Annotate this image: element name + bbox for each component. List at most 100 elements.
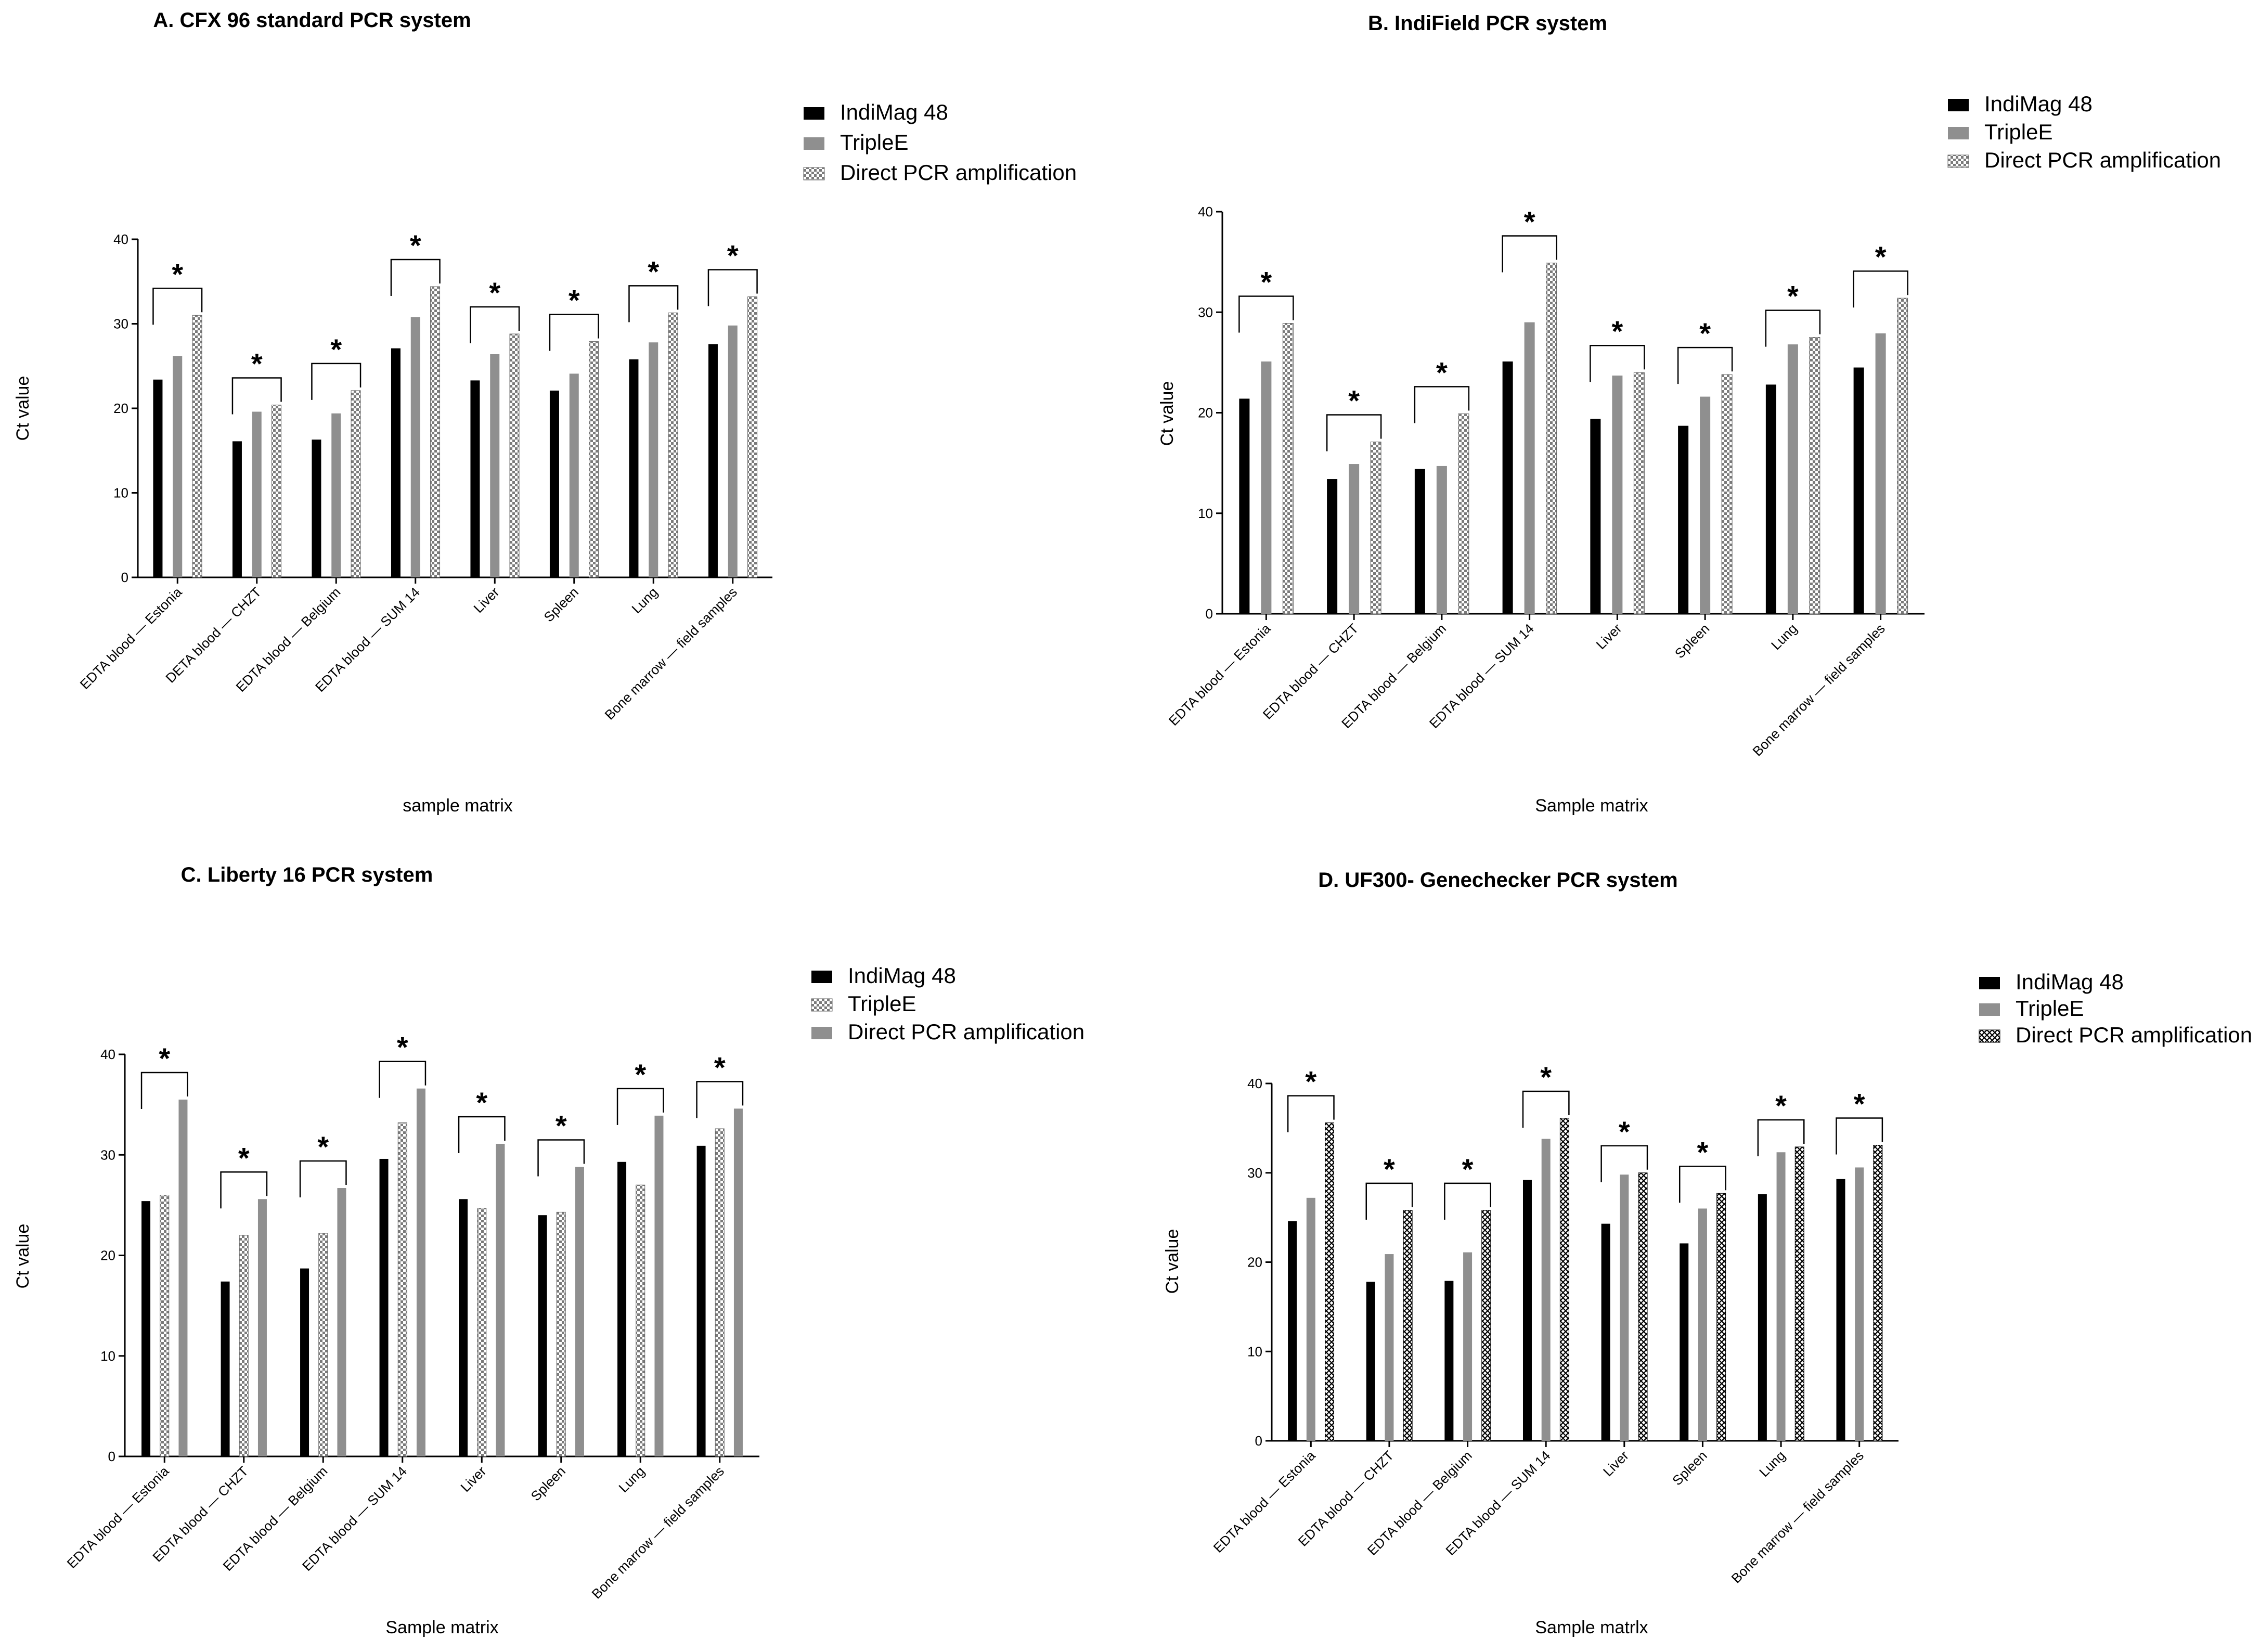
legend-label: TripleE xyxy=(840,130,908,154)
significance-bracket xyxy=(537,1139,585,1177)
bar xyxy=(1721,374,1733,614)
significance-bracket xyxy=(152,288,203,325)
significance-bracket xyxy=(299,1160,347,1198)
bar xyxy=(1463,1252,1473,1441)
y-tick-label: 40 xyxy=(1198,204,1213,220)
bar xyxy=(1765,384,1776,614)
bar xyxy=(617,1161,627,1456)
bar xyxy=(575,1167,584,1456)
bar xyxy=(747,296,758,578)
significance-bracket xyxy=(1444,1182,1492,1220)
bar xyxy=(239,1235,249,1457)
bar xyxy=(379,1158,389,1456)
significance-bracket xyxy=(1853,270,1908,308)
significance-star: * xyxy=(1348,384,1360,417)
legend-swatch xyxy=(811,998,833,1012)
bar xyxy=(509,333,520,578)
bar xyxy=(1716,1193,1726,1441)
x-tick-label: Bone marrow — field samples xyxy=(1728,1448,1866,1586)
bar xyxy=(1546,263,1557,614)
legend-swatch xyxy=(804,137,824,150)
bar xyxy=(728,325,738,577)
x-tick-label: Spleen xyxy=(528,1463,569,1504)
bar xyxy=(257,1199,267,1456)
chart-panel-c: C. Liberty 16 PCR system 0 10 20 30 40 Ct valu… xyxy=(13,863,1084,1637)
bar xyxy=(715,1128,725,1457)
y-axis-title: Ct value xyxy=(1163,1229,1182,1294)
bar xyxy=(1853,367,1864,614)
bar xyxy=(1612,375,1623,614)
significance-bracket xyxy=(1836,1117,1883,1155)
significance-star: * xyxy=(159,1042,170,1075)
y-tick-label: 20 xyxy=(113,401,128,416)
chart-title: D. UF300- Genechecker PCR system xyxy=(1318,869,1677,892)
legend-swatch xyxy=(811,971,832,983)
significance-bracket xyxy=(458,1116,506,1153)
bar xyxy=(1436,466,1447,614)
bar xyxy=(654,1115,664,1456)
bar xyxy=(1680,1243,1689,1441)
bar xyxy=(1414,469,1425,614)
significance-star: * xyxy=(556,1109,567,1142)
bar xyxy=(331,413,341,577)
significance-star: * xyxy=(1775,1089,1787,1122)
bar xyxy=(1836,1179,1845,1441)
significance-star: * xyxy=(727,239,739,272)
bar xyxy=(629,359,639,577)
chart-title: C. Liberty 16 PCR system xyxy=(181,863,433,886)
significance-star: * xyxy=(1540,1061,1552,1093)
bar xyxy=(1458,413,1469,614)
y-tick-label: 30 xyxy=(113,316,128,332)
bar xyxy=(221,1281,230,1456)
significance-bracket xyxy=(1238,295,1294,333)
x-tick-label: Lung xyxy=(628,584,661,616)
x-tick-label: Lung xyxy=(1756,1448,1788,1480)
legend-label: TripleE xyxy=(848,991,916,1016)
x-tick-label: Bone marrow — field samples xyxy=(602,584,740,722)
x-tick-label: Spleen xyxy=(1672,621,1712,661)
x-axis-title: Sample matrlx xyxy=(1535,1618,1648,1637)
bar xyxy=(1288,1221,1297,1441)
legend-swatch xyxy=(1948,127,1969,139)
x-axis-title: sample matrix xyxy=(403,796,513,816)
bar xyxy=(1758,1194,1767,1441)
bar xyxy=(538,1215,547,1456)
x-tick-label: Lung xyxy=(1768,621,1800,653)
y-tick-label: 10 xyxy=(100,1348,115,1364)
significance-bracket xyxy=(1765,309,1821,347)
bar xyxy=(391,348,401,577)
bar xyxy=(470,380,480,577)
bar xyxy=(1698,1208,1707,1441)
chart-panel-d: D. UF300- Genechecker PCR system 0 10 20 30 4… xyxy=(1163,869,2252,1637)
significance-bracket xyxy=(390,259,441,296)
bar xyxy=(153,379,163,577)
significance-bracket xyxy=(311,363,361,400)
legend-label: TripleE xyxy=(1984,120,2052,144)
y-tick-label: 20 xyxy=(1198,405,1213,421)
y-tick-label: 30 xyxy=(1198,304,1213,320)
bar xyxy=(1855,1167,1864,1441)
y-tick-label: 30 xyxy=(100,1147,115,1163)
bar xyxy=(1620,1175,1629,1441)
bar xyxy=(1502,361,1513,614)
significance-bracket xyxy=(1522,1090,1570,1128)
significance-bracket xyxy=(1590,344,1645,382)
bar xyxy=(178,1099,188,1456)
bar xyxy=(1325,1122,1335,1441)
x-tick-label: Lung xyxy=(615,1463,648,1495)
significance-star: * xyxy=(317,1130,329,1163)
y-tick-label: 40 xyxy=(113,231,128,247)
significance-star: * xyxy=(476,1086,487,1119)
significance-star: * xyxy=(1699,317,1711,350)
x-tick-label: Spleen xyxy=(1669,1448,1710,1488)
y-tick-label: 40 xyxy=(1247,1076,1262,1091)
x-tick-label: Liver xyxy=(470,584,502,616)
y-tick-label: 0 xyxy=(1206,606,1213,622)
legend-swatch xyxy=(1979,977,2000,989)
chart-title: B. IndiField PCR system xyxy=(1368,12,1607,35)
y-tick-label: 0 xyxy=(121,570,128,585)
significance-bracket xyxy=(1287,1095,1335,1132)
